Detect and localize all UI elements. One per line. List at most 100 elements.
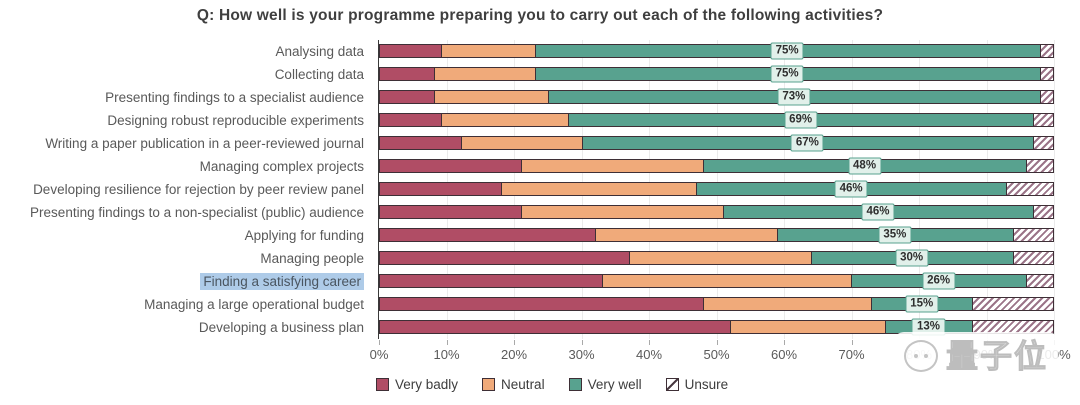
bar-row: 15% — [379, 295, 1054, 313]
bar-value-label: 75% — [770, 42, 804, 60]
bar-row: 48% — [379, 157, 1054, 175]
x-axis-tick-mark — [446, 340, 448, 345]
bar-segment-very-badly — [380, 321, 730, 333]
bar-segment-very-badly — [380, 68, 434, 80]
bar-row: 13% — [379, 318, 1054, 336]
gridline — [1054, 40, 1055, 339]
bar-row: 35% — [379, 226, 1054, 244]
bar-segment-very-badly — [380, 252, 629, 264]
x-axis-tick-label: 0% — [369, 347, 389, 362]
bar-segment-unsure — [1026, 160, 1053, 172]
x-axis-tick-label: 60% — [770, 347, 798, 362]
watermark-mascot-face-icon — [903, 340, 938, 372]
bar-segment-neutral — [460, 137, 582, 149]
bar-value-label: 48% — [848, 157, 882, 175]
x-axis-tick-mark — [581, 340, 583, 345]
category-label: Managing people — [260, 251, 364, 266]
bar-segment-unsure — [1026, 275, 1053, 287]
bar-value-label: 73% — [777, 88, 811, 106]
bar-segment-unsure — [1032, 114, 1053, 126]
legend-item-very-well: Very well — [568, 377, 642, 392]
bar-row: 69% — [379, 111, 1054, 129]
legend: Very badly Neutral Very well Unsure — [376, 377, 728, 392]
chart-title: Q: How well is your programme preparing … — [196, 7, 884, 24]
x-axis-tick-mark — [379, 340, 380, 345]
bar-row: 73% — [379, 88, 1054, 106]
bar-segment-very-badly — [380, 275, 603, 287]
legend-item-very-badly: Very badly — [376, 377, 458, 392]
category-label: Managing complex projects — [199, 159, 364, 174]
bar-segment-neutral — [595, 229, 778, 241]
bar-segment-neutral — [521, 206, 724, 218]
bar-row: 26% — [379, 272, 1054, 290]
bar-segment-very-badly — [380, 183, 502, 195]
bar-segment-unsure — [1039, 68, 1053, 80]
bar-row: 46% — [379, 180, 1054, 198]
x-axis-tick-label: 70% — [838, 347, 865, 362]
category-label: Presenting findings to a specialist audi… — [105, 90, 364, 105]
category-label: Writing a paper publication in a peer-re… — [45, 136, 364, 151]
bar-segment-very-badly — [380, 137, 461, 149]
bar-segment-unsure — [1039, 91, 1053, 103]
category-label: Designing robust reproducible experiment… — [107, 113, 364, 128]
bar-segment-very-badly — [380, 91, 434, 103]
bar-value-label: 30% — [895, 249, 929, 267]
legend-label: Unsure — [684, 377, 729, 392]
category-label: Analysing data — [275, 44, 364, 59]
legend-item-unsure: Unsure — [665, 377, 729, 392]
bar-segment-unsure — [1039, 45, 1053, 57]
bar-segment-very-badly — [380, 229, 596, 241]
bar-segment-unsure — [1012, 229, 1053, 241]
bar-segment-neutral — [433, 68, 535, 80]
bar-segment-unsure — [972, 321, 1053, 333]
x-axis-tick-mark — [514, 340, 515, 345]
bar-row: 30% — [379, 249, 1054, 267]
legend-label: Very well — [587, 377, 642, 392]
bar-row: 75% — [379, 65, 1054, 83]
category-label: Presenting findings to a non-specialist … — [30, 205, 364, 220]
bar-segment-neutral — [729, 321, 885, 333]
bar-segment-neutral — [521, 160, 704, 172]
bar-segment-very-badly — [380, 114, 441, 126]
bar-value-label: 46% — [834, 180, 868, 198]
legend-swatch-icon — [376, 378, 389, 391]
x-axis-tick-label: 20% — [500, 347, 528, 362]
legend-swatch-icon — [665, 378, 679, 391]
legend-label: Neutral — [501, 377, 545, 392]
bar-segment-neutral — [433, 91, 549, 103]
bar-segment-neutral — [440, 45, 535, 57]
bar-row: 46% — [379, 203, 1054, 221]
category-label: Finding a satisfying career — [0, 270, 372, 293]
bar-segment-very-badly — [380, 160, 522, 172]
bar-segment-neutral — [629, 252, 811, 264]
x-axis-tick-mark — [649, 340, 650, 345]
bar-segment-very-badly — [380, 298, 704, 310]
bar-segment-neutral — [501, 183, 697, 195]
x-axis-tick-mark — [784, 340, 785, 345]
legend-swatch-icon — [568, 378, 582, 391]
x-axis-tick-mark — [851, 340, 853, 345]
bar-segment-very-badly — [380, 45, 441, 57]
bar-segment-unsure — [1032, 137, 1053, 149]
bar-segment-neutral — [602, 275, 852, 287]
category-label: Applying for funding — [244, 228, 364, 243]
legend-item-neutral: Neutral — [482, 377, 545, 392]
bar-value-label: 75% — [770, 65, 804, 83]
legend-label: Very badly — [395, 377, 459, 392]
bar-value-label: 67% — [790, 134, 824, 152]
x-axis-tick-label: 40% — [635, 347, 663, 362]
bar-row: 75% — [379, 42, 1054, 60]
bar-value-label: 26% — [922, 272, 956, 290]
bar-value-label: 35% — [878, 226, 912, 244]
category-label: Collecting data — [274, 67, 364, 82]
bar-value-label: 15% — [905, 295, 939, 313]
bar-value-label: 13% — [911, 318, 945, 336]
bar-value-label: 69% — [784, 111, 818, 129]
bar-segment-unsure — [1005, 183, 1053, 195]
watermark-logo: 量子位 — [893, 332, 1058, 380]
plot-area: 0%10%20%30%40%50%60%70%80%90%100%75%75%7… — [370, 40, 1071, 362]
legend-swatch-icon — [482, 378, 496, 391]
x-axis-tick-label: 10% — [433, 347, 460, 362]
category-label: Developing a business plan — [198, 320, 364, 335]
